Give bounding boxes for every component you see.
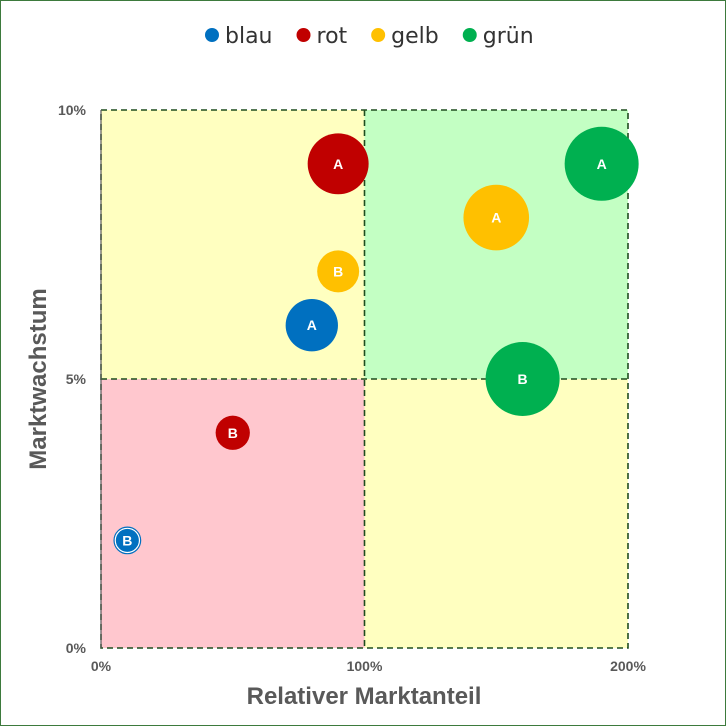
bubble-gelb-A: [463, 184, 530, 251]
x-tick-label: 200%: [610, 658, 646, 674]
bubble-rot-B-label: B: [228, 425, 238, 441]
bubble-grün-B: [485, 342, 560, 416]
bubble-blau-B-label: B: [122, 532, 132, 548]
quadrant-gridlines: [100, 109, 629, 649]
legend-label-rot: rot: [317, 24, 348, 49]
bubble-blau-A: [285, 299, 338, 352]
bubble-gelb-B: [317, 250, 360, 293]
legend-marker-rot: [296, 28, 311, 42]
legend-marker-gelb: [371, 28, 386, 42]
bubble-rot-B: [215, 415, 250, 450]
legend: blau rot gelb grün: [205, 24, 534, 49]
bubble-grün-B-label: B: [518, 371, 528, 387]
bubble-blau-B-outline: [113, 526, 142, 555]
bubble-grün-A-label: A: [597, 156, 607, 172]
bubble-gelb-A-label: A: [491, 210, 501, 226]
bubble-rot-A-label: A: [333, 156, 343, 172]
legend-label-grün: grün: [483, 24, 534, 49]
y-tick-label: 10%: [58, 102, 87, 118]
x-tick-label: 0%: [91, 658, 112, 674]
y-tick-label: 0%: [66, 640, 87, 656]
legend-marker-blau: [205, 28, 219, 42]
quadrant-high-share-low-growth: [364, 379, 628, 648]
bubble-rot-A: [307, 133, 369, 195]
bubble-blau-A-label: A: [307, 317, 317, 333]
bubble-gelb-B-label: B: [333, 263, 343, 279]
legend-marker-grün: [462, 28, 477, 42]
bubbles: A B A A A B B B: [113, 126, 639, 555]
tick-labels: 0% 100% 200% 0% 5% 10%: [58, 102, 646, 674]
legend-label-blau: blau: [225, 24, 273, 49]
bubble-grün-A: [564, 126, 639, 201]
x-tick-label: 100%: [347, 658, 383, 674]
x-axis-title: Relativer Marktanteil: [247, 683, 482, 710]
y-tick-label: 5%: [66, 371, 87, 387]
bubble-blau-B: [114, 527, 141, 554]
y-axis-title: Marktwachstum: [25, 288, 52, 469]
legend-label-gelb: gelb: [391, 24, 439, 49]
